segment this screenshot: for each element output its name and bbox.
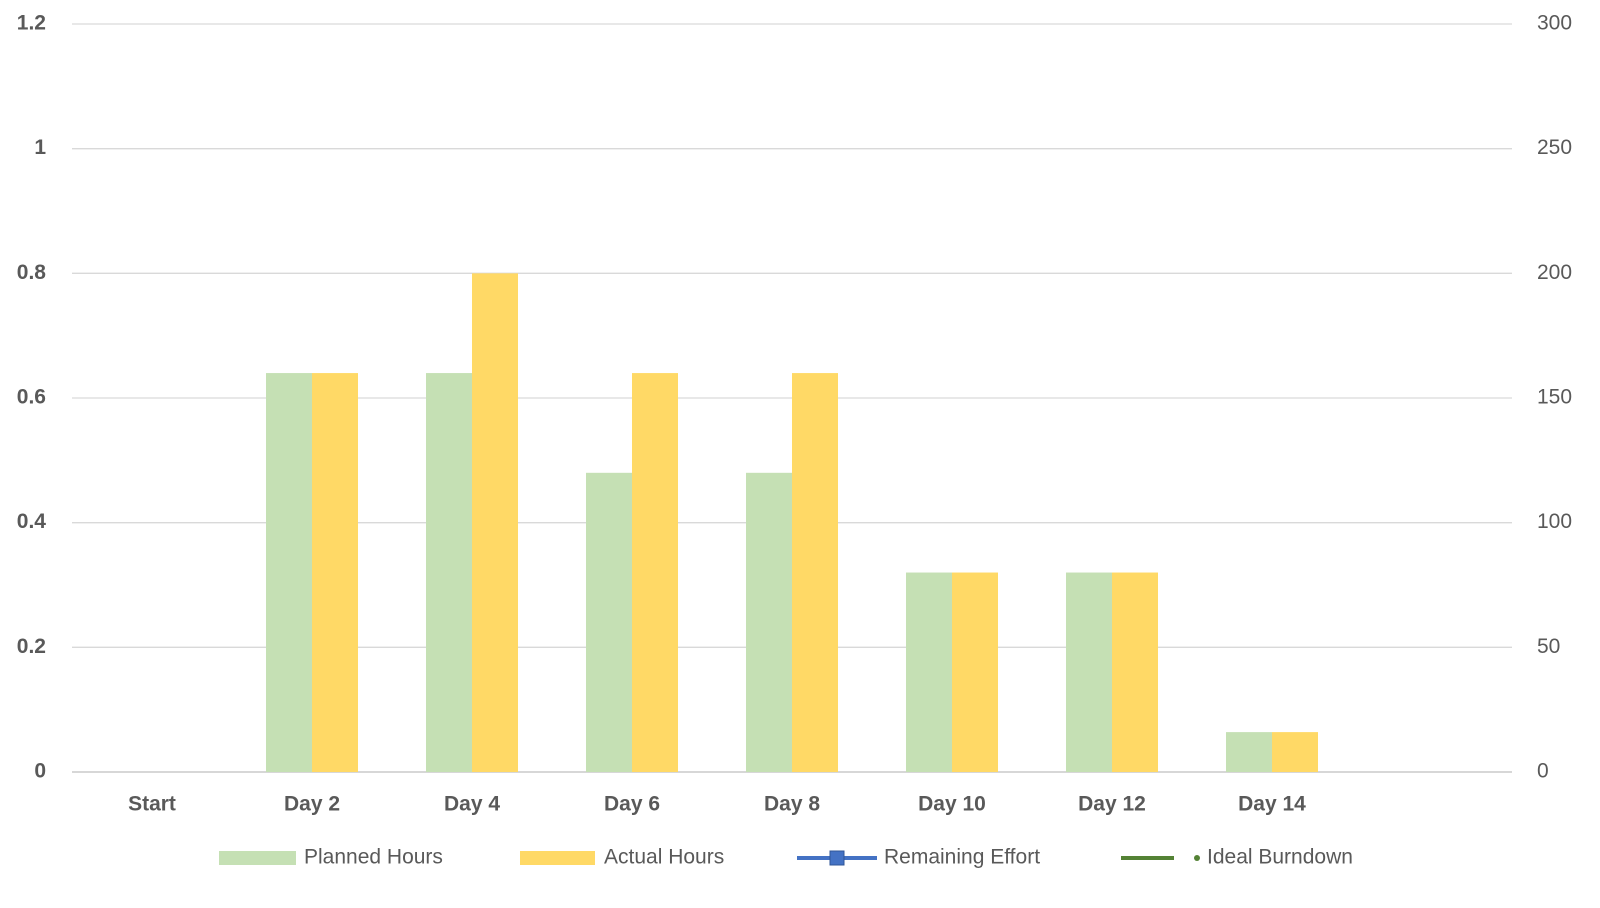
bar bbox=[746, 472, 792, 772]
bar bbox=[426, 373, 472, 772]
y2-tick-label: 250 bbox=[1537, 136, 1572, 159]
legend-marker bbox=[829, 850, 845, 866]
y2-tick-label: 50 bbox=[1537, 635, 1560, 658]
y2-tick-label: 100 bbox=[1537, 510, 1572, 533]
y2-tick-label: 150 bbox=[1537, 386, 1572, 409]
x-tick-label: Day 10 bbox=[918, 793, 986, 816]
y2-tick-label: 0 bbox=[1537, 760, 1549, 783]
legend-swatch bbox=[219, 851, 296, 865]
bar bbox=[586, 472, 632, 772]
legend-marker bbox=[1194, 855, 1200, 861]
x-tick-label: Day 2 bbox=[284, 793, 340, 816]
bar bbox=[792, 373, 838, 772]
bar bbox=[632, 373, 678, 772]
y-tick-label: 1 bbox=[34, 136, 46, 159]
x-tick-label: Day 6 bbox=[604, 793, 660, 816]
y2-tick-label: 200 bbox=[1537, 261, 1572, 284]
bar bbox=[906, 572, 952, 772]
bar bbox=[1272, 732, 1318, 772]
y-tick-label: 0.8 bbox=[17, 261, 47, 284]
x-tick-label: Day 14 bbox=[1238, 793, 1306, 816]
bar bbox=[1066, 572, 1112, 772]
y-tick-label: 1.2 bbox=[17, 12, 46, 35]
x-tick-label: Day 8 bbox=[764, 793, 820, 816]
legend-label: Planned Hours bbox=[304, 846, 443, 869]
y-tick-label: 0.2 bbox=[17, 635, 46, 658]
x-tick-label: Day 4 bbox=[444, 793, 500, 816]
x-tick-label: Day 12 bbox=[1078, 793, 1146, 816]
bar bbox=[1112, 572, 1158, 772]
bar bbox=[266, 373, 312, 772]
legend-swatch bbox=[520, 851, 595, 865]
y-tick-label: 0.6 bbox=[17, 386, 46, 409]
legend-label: Remaining Effort bbox=[884, 846, 1040, 869]
y2-tick-label: 300 bbox=[1537, 12, 1572, 35]
bar bbox=[312, 373, 358, 772]
bar bbox=[472, 273, 518, 772]
legend-label: Ideal Burndown bbox=[1207, 846, 1353, 869]
bar bbox=[1226, 732, 1272, 772]
bar bbox=[952, 572, 998, 772]
legend-label: Actual Hours bbox=[604, 846, 724, 869]
y-tick-label: 0 bbox=[34, 760, 46, 783]
x-tick-label: Start bbox=[128, 793, 176, 816]
y-tick-label: 0.4 bbox=[17, 510, 47, 533]
